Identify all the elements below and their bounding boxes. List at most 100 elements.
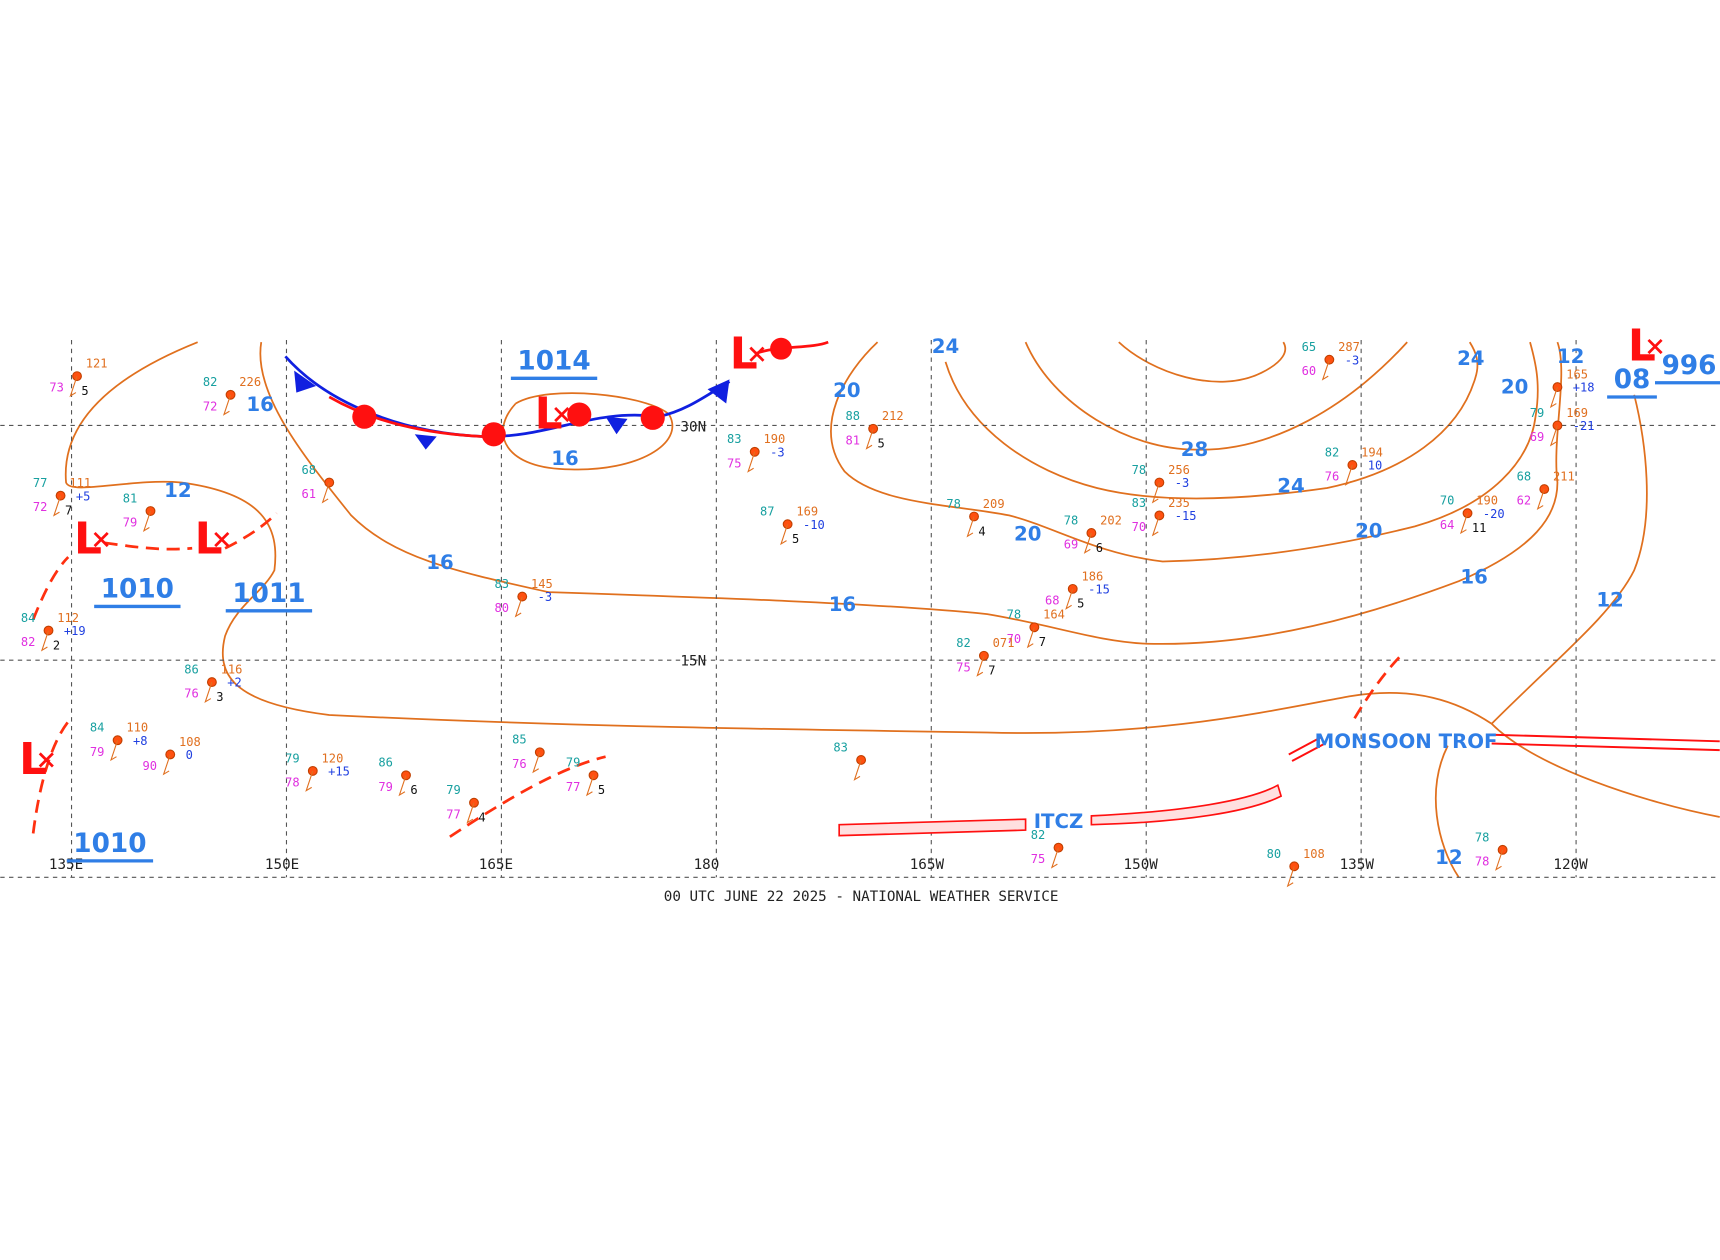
station-p: 190 [763, 432, 785, 446]
station-t: 82 [1325, 445, 1340, 459]
longitude-label: 180 [694, 857, 720, 873]
station-p: 226 [239, 375, 261, 389]
wind-barb [1549, 425, 1558, 447]
station-t: 87 [760, 505, 775, 519]
wind-barb [1050, 847, 1060, 869]
station-symbol [868, 423, 879, 434]
station-b: 5 [878, 437, 885, 451]
station-d: 69 [1064, 538, 1079, 552]
station-t: 77 [33, 476, 48, 490]
station-t: 78 [1132, 463, 1147, 477]
longitude-label: 120W [1553, 857, 1588, 873]
station-d: 76 [1325, 470, 1340, 484]
wind-barb [1151, 482, 1160, 504]
wind-barb [40, 630, 50, 652]
station-symbol [112, 735, 123, 746]
station-p: 116 [221, 663, 243, 677]
fronts [284, 337, 829, 450]
longitude-label: 165E [479, 857, 513, 873]
wind-barb [853, 759, 862, 781]
station-t: 79 [1530, 406, 1545, 420]
station-p: 111 [69, 476, 91, 490]
pressure-center: 08 [1614, 365, 1651, 395]
station-t: 79 [446, 783, 461, 797]
station-p: 235 [1168, 496, 1190, 510]
wind-barb [466, 802, 475, 824]
isobar-label: 24 [1277, 474, 1304, 497]
wind-barb [1549, 386, 1558, 409]
station-t: 85 [512, 733, 527, 747]
isobar-label: 20 [1014, 523, 1041, 546]
isobar-label: 16 [246, 393, 273, 416]
station-t: 68 [1517, 470, 1532, 484]
wind-barb [1495, 849, 1504, 871]
station-d: 61 [302, 487, 317, 501]
station-symbol [1029, 622, 1040, 633]
station-t: 79 [285, 751, 300, 765]
wind-barb [585, 775, 595, 797]
station-t: 78 [946, 497, 961, 511]
wind-barb [1083, 532, 1092, 554]
station-p: 120 [322, 751, 344, 765]
longitude-label: 150W [1124, 857, 1159, 873]
station-b: 6 [1096, 541, 1103, 555]
pressure-center: 1014 [517, 346, 590, 376]
isobar-label: 28 [1181, 438, 1208, 461]
station-t: 70 [1440, 494, 1455, 508]
isobar-label: 12 [164, 479, 191, 502]
station-p: 287 [1338, 340, 1360, 354]
station-d: 75 [1031, 852, 1046, 866]
station-ten: +18 [1573, 381, 1595, 395]
station-p: 186 [1082, 569, 1104, 583]
station-ten: +8 [133, 734, 148, 748]
isobar-label: 12 [1596, 588, 1623, 611]
wind-barb [966, 516, 975, 538]
station-ten: +2 [227, 676, 242, 690]
station-b: 3 [216, 690, 223, 704]
low-center: L [1628, 321, 1656, 372]
wind-barb [780, 524, 789, 546]
station-d: 72 [33, 500, 48, 514]
station-b: 7 [65, 504, 72, 518]
station-ten: -10 [803, 518, 825, 532]
station-b: 5 [1077, 597, 1084, 611]
station-b: 7 [988, 664, 995, 678]
station-p: 212 [882, 409, 904, 423]
longitude-label: 150E [265, 857, 299, 873]
wind-barb [305, 770, 314, 792]
latitude-label: 30N [680, 420, 706, 436]
low-cross [1647, 338, 1663, 355]
station-ten: -3 [1345, 353, 1360, 367]
station-t: 83 [1132, 496, 1147, 510]
station-symbol [969, 511, 979, 522]
station-t: 65 [1302, 340, 1317, 354]
station-p: 108 [179, 735, 201, 749]
station-d: 73 [49, 381, 64, 395]
isobar-label: 12 [1435, 846, 1462, 869]
wind-barb [110, 740, 119, 762]
station-d: 75 [727, 456, 742, 470]
wind-barb [514, 596, 523, 618]
low-center: L [19, 734, 47, 785]
isobar-label: 24 [1457, 347, 1484, 370]
pressure-center: 996 [1662, 351, 1717, 381]
isobar-label: 20 [1501, 376, 1528, 399]
wind-barb [222, 394, 232, 416]
wind-barb [142, 510, 152, 532]
station-d: 79 [378, 780, 393, 794]
wind-barb [321, 482, 330, 504]
wind-barb [1065, 588, 1074, 610]
wind-barb [532, 752, 541, 774]
wind-barb [1151, 515, 1160, 537]
low-cross [93, 531, 109, 548]
low-cross [214, 531, 230, 548]
station-t: 82 [203, 375, 218, 389]
isobar-label: 20 [1355, 519, 1382, 542]
station-p: 164 [1043, 608, 1065, 622]
station-d: 72 [203, 399, 218, 413]
station-ten: +19 [64, 624, 86, 638]
station-d: 79 [123, 516, 138, 530]
station-b: 7 [1039, 635, 1046, 649]
station-ten: -3 [538, 590, 553, 604]
station-p: 209 [983, 497, 1005, 511]
